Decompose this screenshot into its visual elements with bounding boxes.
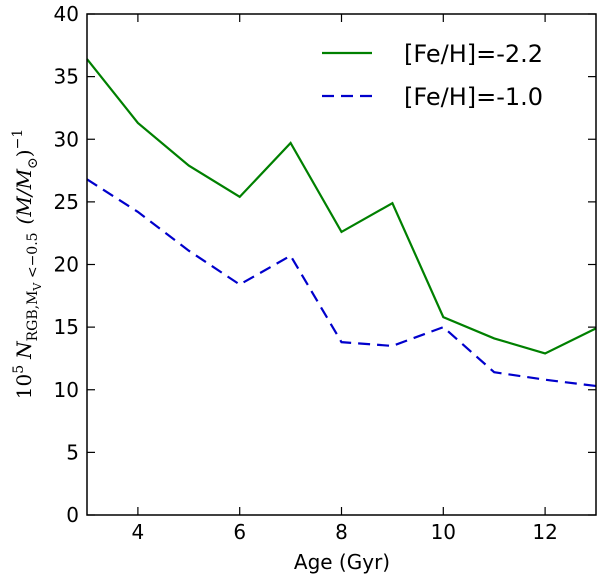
y-label-n-sub-sub: V [31,282,44,292]
series-line-0 [86,58,597,355]
ticks-layer: 4 6 8 10 12 0 5 10 15 20 25 30 35 40 [54,2,596,544]
y-label-sun: ⊙ [25,157,41,169]
y-tick-label-10: 10 [54,378,79,402]
y-label-paren-close: ) [12,149,36,157]
legend: [Fe/H]=-2.2 [Fe/H]=-1.0 [322,40,543,111]
y-label-base-exp: 5 [11,365,27,374]
series-layer [86,58,597,388]
y-label-n: N [12,340,36,360]
y-tick-label-40: 40 [54,2,79,26]
x-tick-label-10: 10 [431,520,456,544]
x-tick-label-6: 6 [233,520,246,544]
svg-text:105NRGB,MV <−0.5(M/M⊙)−1: 105 NRGB,MV <−0.5 (M/M⊙)−1 [10,129,44,400]
series-line-1 [86,178,597,388]
x-tick-label-8: 8 [335,520,348,544]
legend-label-fe-h-2-2: [Fe/H]=-2.2 [404,40,543,68]
y-label-exp: −1 [10,129,26,150]
legend-label-fe-h-1-0: [Fe/H]=-1.0 [404,83,543,111]
y-label-n-sub: RGB,M [25,291,41,342]
y-label-n-sub-tail: <−0.5 [25,232,41,282]
plot-frame [86,13,597,516]
y-axis-label: 105 NRGB,MV <−0.5 (M/M⊙)−1 [10,129,44,400]
x-tick-label-4: 4 [132,520,145,544]
x-tick-label-12: 12 [532,520,557,544]
y-tick-label-20: 20 [54,253,79,277]
y-label-base: 10 [12,374,36,399]
y-tick-label-25: 25 [54,190,79,214]
x-axis-label: Age (Gyr) [294,550,390,574]
y-tick-label-35: 35 [54,65,79,89]
y-tick-label-30: 30 [54,127,79,151]
y-label-paren-expr: (M/M [12,168,36,224]
y-tick-label-15: 15 [54,315,79,339]
y-tick-label-5: 5 [66,440,79,464]
y-tick-label-0: 0 [66,503,79,527]
